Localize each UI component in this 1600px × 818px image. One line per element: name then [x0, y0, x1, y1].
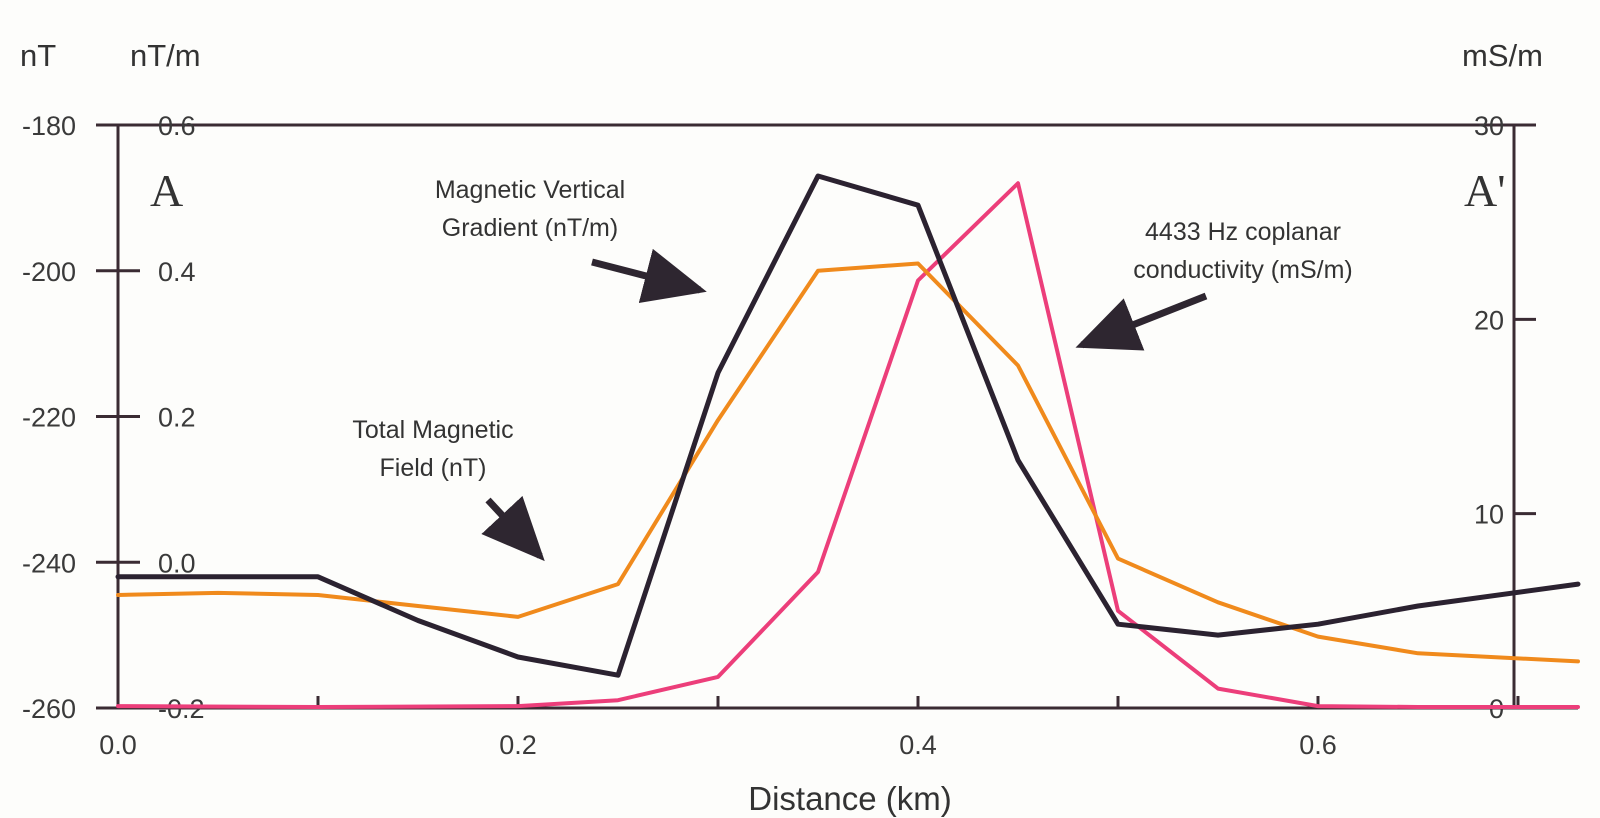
left-inner-tick-label: 0.0 [158, 548, 196, 578]
series-layer [115, 173, 1581, 709]
x-tick-label: 0.2 [499, 730, 537, 760]
annotation-total-field-line-1: Total Magnetic [352, 416, 513, 444]
series-total-field-line [116, 261, 1580, 664]
annotation-conductivity-line-2: conductivity (mS/m) [1133, 256, 1352, 284]
x-axis-label: Distance (km) [748, 780, 952, 817]
left-inner-tick-label: 0.2 [158, 403, 196, 433]
right-axis-ticks: 30 20 10 0 [1474, 111, 1536, 724]
x-tick-label: 0.6 [1299, 730, 1337, 760]
x-axis-ticks: 0.0 0.2 0.4 0.6 [99, 696, 1520, 760]
annotation-total-field: Total Magnetic Field (nT) [352, 416, 545, 562]
left-outer-unit-label: nT [20, 38, 56, 73]
right-unit-label: mS/m [1462, 38, 1543, 73]
left-outer-tick-label: -220 [22, 403, 76, 433]
annotation-gradient-line-1: Magnetic Vertical [435, 176, 625, 204]
left-inner-unit-label: nT/m [130, 38, 201, 73]
right-tick-label: 20 [1474, 305, 1504, 335]
endpoint-label-right: A' [1464, 165, 1506, 216]
left-axis-ticks: -180 0.6 -200 0.4 -220 0.2 -240 0.0 -260 -0.2 [22, 111, 205, 724]
annotation-total-field-line-2: Field (nT) [380, 454, 487, 482]
left-outer-tick-label: -240 [22, 548, 76, 578]
x-tick-label: 0.0 [99, 730, 137, 760]
right-tick-label: 10 [1474, 500, 1504, 530]
left-outer-tick-label: -260 [22, 694, 76, 724]
annotation-conductivity-line-1: 4433 Hz coplanar [1145, 218, 1341, 246]
annotation-conductivity-arrow [1075, 292, 1208, 351]
left-outer-tick-label: -180 [22, 111, 76, 141]
series-conductivity-line [116, 181, 1580, 709]
x-tick-label: 0.4 [899, 730, 937, 760]
left-inner-tick-label: 0.4 [158, 257, 196, 287]
right-tick-label: 0 [1489, 694, 1504, 724]
annotation-total-field-arrow [481, 495, 545, 562]
left-outer-tick-label: -200 [22, 257, 76, 287]
left-inner-tick-label: -0.2 [158, 694, 205, 724]
annotation-gradient: Magnetic Vertical Gradient (nT/m) [435, 176, 707, 304]
endpoint-label-left: A [150, 165, 183, 216]
annotation-gradient-line-2: Gradient (nT/m) [442, 214, 618, 242]
annotation-gradient-arrow [591, 248, 707, 304]
right-tick-label: 30 [1474, 111, 1504, 141]
left-inner-tick-label: 0.6 [158, 111, 196, 141]
annotation-conductivity: 4433 Hz coplanar conductivity (mS/m) [1075, 218, 1353, 351]
series-gradient-line [115, 173, 1581, 678]
